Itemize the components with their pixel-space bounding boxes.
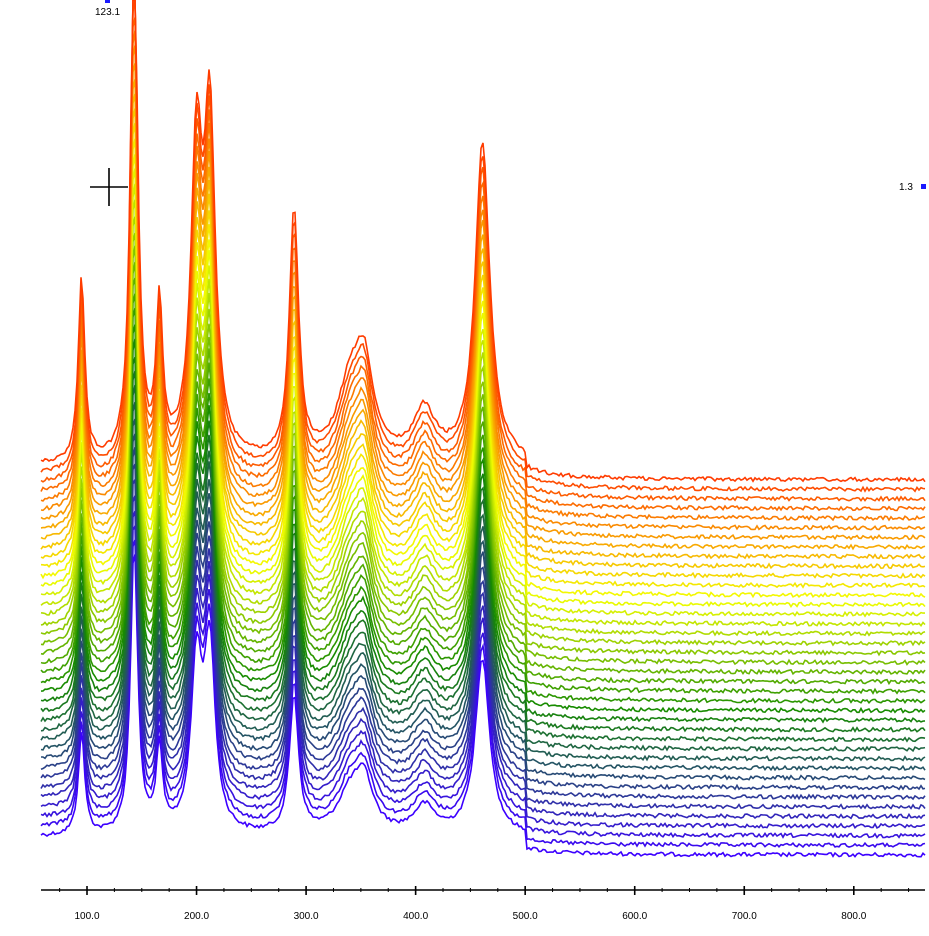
spectrum-series-line <box>40 401 926 762</box>
spectrum-series-line <box>40 338 926 724</box>
spectrum-series-line <box>40 216 926 647</box>
spectrum-series-line <box>40 523 926 839</box>
spectrum-series-line <box>41 433 926 782</box>
spectrum-series-line <box>40 261 926 676</box>
spectrum-series-line <box>40 277 926 686</box>
x-tick-label: 200.0 <box>184 911 209 922</box>
x-tick-label: 100.0 <box>74 911 99 922</box>
x-tick-label: 800.0 <box>841 911 866 922</box>
crosshair-cursor[interactable] <box>90 168 128 206</box>
spectrum-series-line <box>40 356 926 733</box>
spectrum-series-line <box>40 510 926 829</box>
spectrum-series-line <box>40 479 926 810</box>
spectrum-series-line <box>40 384 926 753</box>
x-tick-label: 500.0 <box>513 911 538 922</box>
right-marker-label: 1.3 <box>899 182 913 193</box>
x-tick-label: 300.0 <box>294 911 319 922</box>
top-marker-label: 123.1 <box>95 7 120 18</box>
spectrum-series-line <box>40 418 926 772</box>
spectrum-series-line <box>40 495 926 820</box>
x-tick-label: 400.0 <box>403 911 428 922</box>
top-value-marker: 123.1 <box>95 0 120 18</box>
spectrum-series-line <box>40 0 926 483</box>
top-marker-handle[interactable] <box>105 0 110 3</box>
spectrum-series-line <box>40 463 926 801</box>
x-axis: 100.0 200.0 300.0 400.0 500.0 600.0 700.0 800.0 <box>41 886 925 922</box>
spectra-series-group <box>40 0 926 858</box>
x-tick-label: 600.0 <box>622 911 647 922</box>
spectrum-series-line <box>40 307 926 705</box>
spectrum-series-line <box>40 554 926 858</box>
spectrum-series-line <box>40 0 926 493</box>
spectrum-series-line <box>40 447 926 791</box>
spectrum-series-line <box>40 539 926 849</box>
spectrum-series-line <box>40 154 926 608</box>
x-tick-label: 700.0 <box>732 911 757 922</box>
right-marker-handle[interactable] <box>921 184 926 189</box>
right-value-marker: 1.3 <box>899 182 926 193</box>
